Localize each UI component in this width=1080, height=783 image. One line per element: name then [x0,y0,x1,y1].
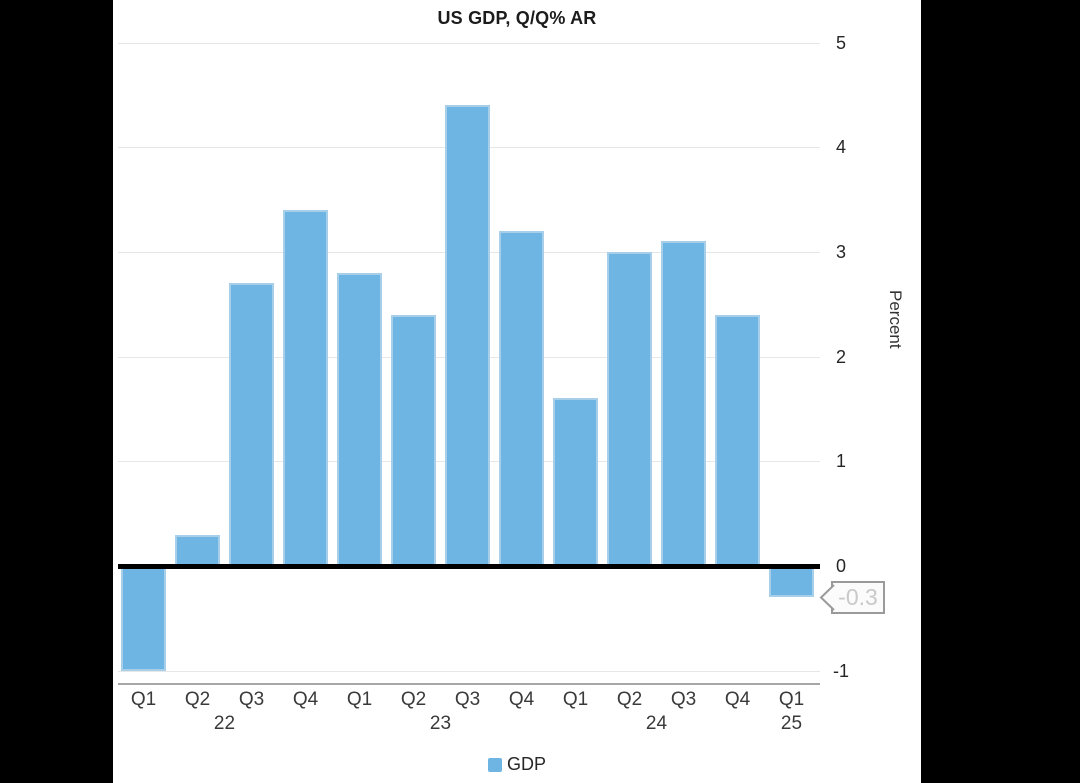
bar-9-q2[interactable] [607,251,652,566]
legend: GDP [113,754,921,775]
year-label-25: 25 [780,713,803,734]
y-tick-label-1: 1 [835,451,846,472]
x-tick-label-7: Q4 [508,689,535,710]
x-tick-label-8: Q1 [562,689,589,710]
legend-item-gdp[interactable]: GDP [487,754,546,775]
x-tick-label-3: Q4 [292,689,319,710]
y-tick-label-5: 5 [835,32,846,53]
x-axis-line [118,683,820,685]
y-tick-label-0: 0 [835,556,846,576]
x-tick-label-5: Q2 [400,689,427,710]
bar-6-q3[interactable] [445,105,490,566]
y-axis-title: Percent [886,290,905,349]
zero-baseline [118,563,820,569]
x-tick-label-4: Q1 [346,689,373,710]
bar-1-q2[interactable] [175,534,220,566]
year-label-22: 22 [213,713,236,734]
callout-arrow-icon [819,584,835,611]
x-tick-label-2: Q3 [238,689,265,710]
bar-12-q1[interactable] [769,566,814,598]
bar-5-q2[interactable] [391,314,436,566]
x-tick-label-12: Q1 [778,689,805,710]
bar-8-q1[interactable] [553,398,598,566]
bar-10-q3[interactable] [661,241,706,566]
x-tick-label-1: Q2 [184,689,211,710]
chart-title: US GDP, Q/Q% AR [437,8,597,28]
x-tick-label-9: Q2 [616,689,643,710]
gridline-5 [118,42,820,44]
chart-panel: US GDP, Q/Q% AR 5 4 3 2 1 0 -1 Q1 Q2 Q3 Q4 Q1 Q2 Q3 Q4… [113,0,921,783]
y-tick-label--1: -1 [832,660,849,681]
bar-4-q1[interactable] [337,272,382,566]
legend-label: GDP [506,754,546,774]
bar-0-q1[interactable] [121,566,166,671]
bar-7-q4[interactable] [499,230,544,566]
bar-2-q3[interactable] [229,283,274,566]
legend-swatch-icon [487,757,502,772]
gridline--1 [118,670,820,672]
last-value-callout: -0.3 [831,581,885,614]
bar-11-q4[interactable] [715,314,760,566]
bar-3-q4[interactable] [283,210,328,566]
y-tick-label-3: 3 [835,241,846,262]
year-label-23: 23 [429,713,452,734]
x-tick-label-0: Q1 [130,689,157,710]
x-tick-label-11: Q4 [724,689,751,710]
year-label-24: 24 [645,713,668,734]
y-tick-label-2: 2 [835,346,846,367]
y-tick-label-4: 4 [835,137,846,158]
callout-value-text: -0.3 [838,584,878,610]
x-tick-label-10: Q3 [670,689,697,710]
x-tick-label-6: Q3 [454,689,481,710]
